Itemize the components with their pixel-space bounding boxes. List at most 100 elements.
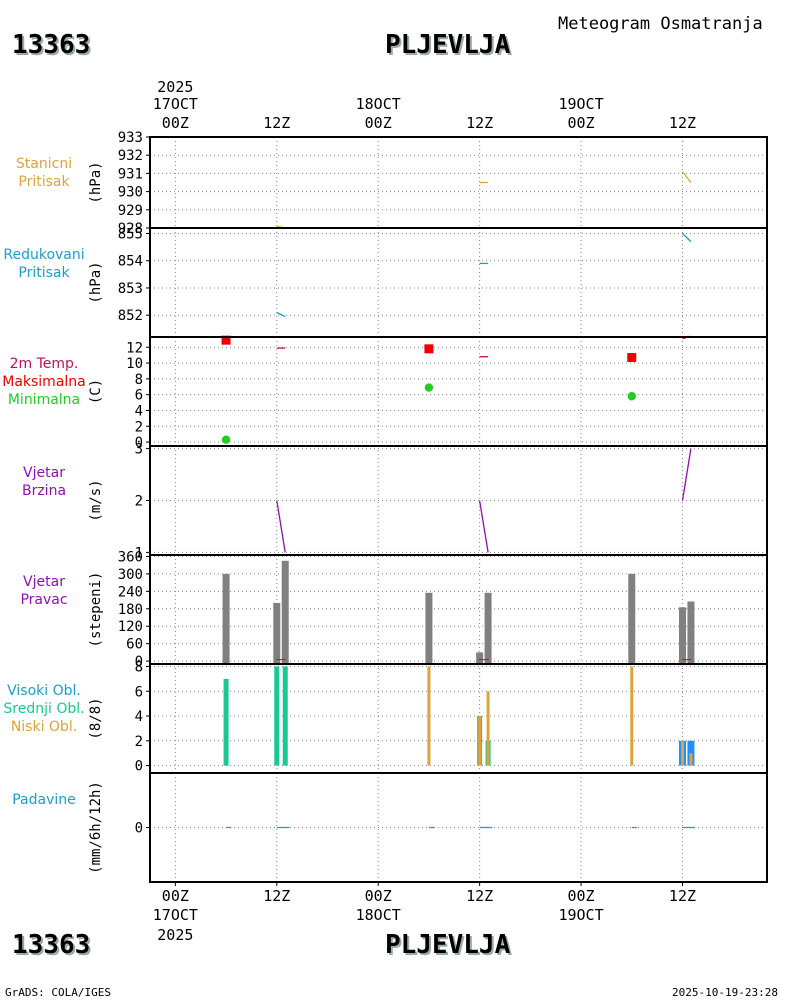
y-tick-label: 240 [118, 584, 143, 600]
y-tick-label: 12 [126, 340, 143, 356]
panel-label-temp: Maksimalna [2, 374, 86, 390]
panel-clouds: 0 2 4 6 8 (8/8) [88, 659, 768, 775]
panel-frame [149, 663, 768, 774]
y-tick-label: 60 [126, 637, 143, 653]
wind-direction-bar [425, 592, 433, 666]
y-axis-label: (hPa) [88, 261, 104, 303]
series-line-segment [276, 311, 286, 318]
panel-reduced: 852 853 854 855 (hPa) [88, 226, 768, 338]
series-line-segment [681, 448, 692, 501]
y-tick-label: 853 [118, 281, 143, 297]
meteogram-title: Meteogram Osmatranja [558, 14, 763, 34]
y-axis-label: (mm/6h/12h) [88, 781, 104, 874]
y-tick-label: 8 [135, 659, 143, 675]
panel-label-precip: Padavine [12, 792, 76, 808]
y-tick-label: 2 [135, 734, 143, 750]
wind-direction-bar [476, 652, 484, 666]
y-tick-label: 930 [118, 185, 143, 201]
cloud-bar [486, 691, 490, 766]
y-tick-label: 360 [118, 549, 143, 565]
y-tick-label: 0 [135, 435, 143, 451]
y-tick-label: 929 [118, 203, 143, 219]
y-tick-label: 854 [118, 254, 143, 270]
panel-frame [149, 772, 768, 883]
y-axis-label: (hPa) [88, 161, 104, 203]
year-label-bottom: 2025 [157, 926, 193, 944]
station-id-top: 13363 [12, 30, 91, 60]
time-label-bottom: 12Z [466, 887, 493, 905]
date-label-top: 17OCT [153, 95, 198, 113]
y-axis-label: (C) [88, 379, 104, 404]
cloud-bar [282, 666, 288, 766]
date-label-bottom: 17OCT [153, 906, 198, 924]
cloud-bar [427, 666, 431, 766]
date-label-bottom: 18OCT [356, 906, 401, 924]
max-temp-marker [424, 344, 434, 354]
y-tick-label: 120 [118, 619, 143, 635]
wind-direction-bar [484, 592, 492, 666]
panel-pressure: 928 929 930 931 932 933 (hPa) [88, 130, 768, 237]
series-line-segment [681, 171, 692, 183]
time-label-top: 00Z [162, 114, 189, 132]
panel-frame [149, 136, 768, 229]
y-tick-label: 928 [118, 221, 143, 237]
panel-label-pressure: Pritisak [18, 174, 70, 190]
time-label-top: 00Z [365, 114, 392, 132]
cloud-bar [630, 666, 634, 766]
panel-label-windspeed: Brzina [21, 483, 67, 499]
y-tick-label: 2 [135, 494, 143, 510]
y-tick-label: 933 [118, 130, 143, 146]
y-tick-label: 931 [118, 166, 143, 182]
time-label-top: 12Z [466, 114, 493, 132]
y-tick-label: 932 [118, 148, 143, 164]
panel-label-winddir: Pravac [20, 592, 68, 608]
panel-label-clouds: Niski Obl. [10, 719, 78, 735]
series-line-segment [478, 500, 489, 553]
time-label-bottom: 00Z [365, 887, 392, 905]
panel-label-pressure: Stanicni [15, 156, 73, 172]
y-tick-label: 2 [135, 419, 143, 435]
panel-frame [149, 554, 768, 665]
panel-frame [149, 336, 768, 447]
panel-label-windspeed: Vjetar [23, 465, 65, 481]
panel-label-reduced: Pritisak [18, 265, 70, 281]
footer-software: GrADS: COLA/IGES [5, 986, 111, 999]
min-temp-marker [424, 383, 434, 392]
y-tick-label: 0 [135, 759, 143, 775]
panel-label-temp: 2m Temp. [9, 356, 79, 372]
y-tick-label: 1 [135, 545, 143, 561]
time-label-bottom: 12Z [263, 887, 290, 905]
y-tick-label: 10 [126, 356, 143, 372]
y-tick-label: 8 [135, 372, 143, 388]
time-label-top: 00Z [568, 114, 595, 132]
panel-label-winddir: Vjetar [23, 574, 65, 590]
max-temp-marker [221, 335, 231, 345]
panel-label-clouds: Visoki Obl. [7, 683, 81, 699]
wind-direction-bar [628, 573, 636, 666]
time-label-bottom: 00Z [568, 887, 595, 905]
y-tick-label: 852 [118, 308, 143, 324]
y-axis-label: (stepeni) [88, 572, 104, 648]
y-tick-label: 4 [135, 403, 143, 419]
year-label-top: 2025 [157, 78, 193, 96]
station-name-bottom: PLJEVLJA [385, 930, 511, 960]
cloud-bar [478, 716, 482, 766]
y-axis-label: (8/8) [88, 697, 104, 739]
date-label-top: 18OCT [356, 95, 401, 113]
min-temp-marker [221, 435, 231, 444]
time-label-top: 12Z [263, 114, 290, 132]
series-line-segment [682, 233, 692, 243]
wind-direction-bar [273, 602, 281, 666]
wind-direction-bar [222, 573, 230, 666]
date-label-bottom: 19OCT [558, 906, 603, 924]
y-tick-label: 855 [118, 226, 143, 242]
station-id-bottom: 13363 [12, 930, 91, 960]
y-tick-label: 0 [135, 821, 143, 837]
series-line-segment [276, 500, 286, 553]
panel-frame [149, 227, 768, 338]
panel-windspeed: 1 2 3 (m/s) [88, 442, 768, 561]
